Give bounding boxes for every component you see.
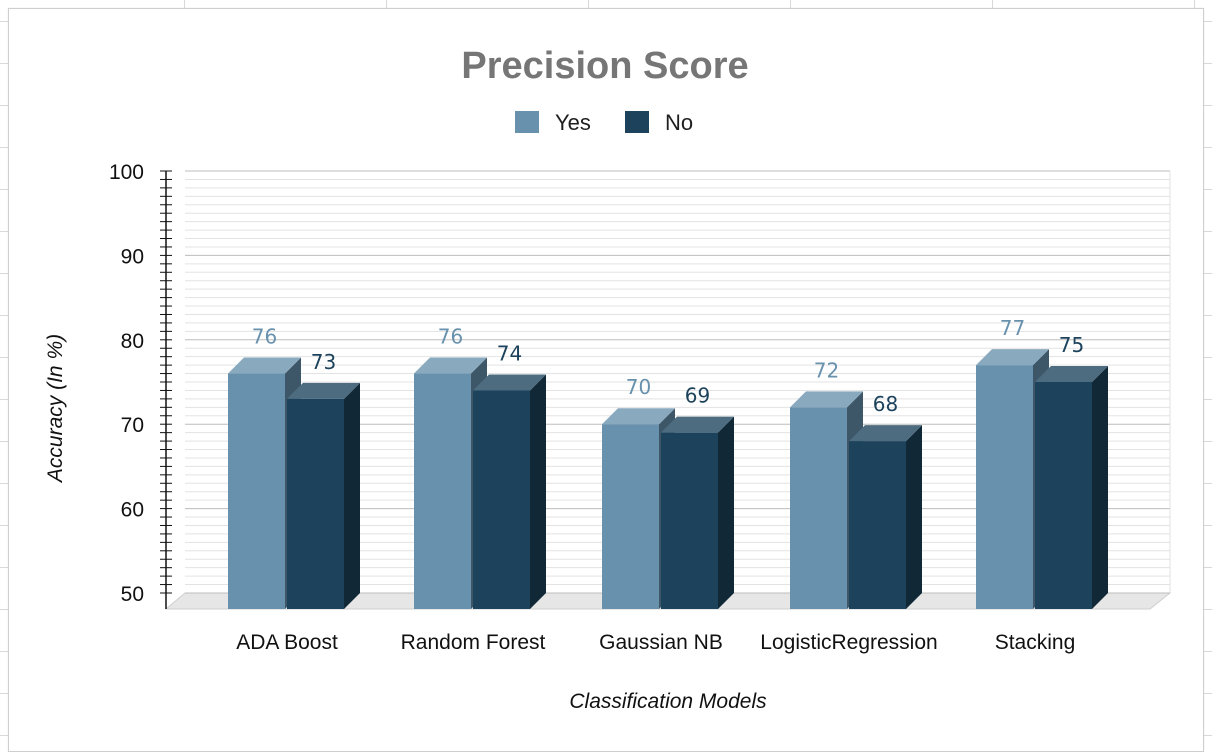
bar-side [1092, 366, 1108, 609]
y-tick-label: 50 [121, 583, 144, 606]
chart-title: Precision Score [461, 45, 748, 87]
bar-top [473, 374, 546, 391]
bar-top [790, 391, 863, 408]
bar-side [718, 416, 734, 609]
data-label-yes: 76 [252, 325, 277, 349]
bar-front [287, 398, 344, 609]
bar-no-2[interactable] [661, 416, 734, 609]
x-category-label: ADA Boost [236, 631, 338, 654]
y-axis-title: Accuracy (In %) [44, 334, 67, 484]
bar-front [473, 390, 530, 609]
y-tick-label: 60 [121, 499, 144, 522]
bar-top [661, 416, 734, 433]
legend-label-yes: Yes [555, 110, 591, 135]
x-axis-title: Classification Models [569, 690, 767, 713]
y-tick-label: 90 [121, 245, 144, 268]
bar-top [976, 349, 1049, 366]
y-tick-label: 80 [121, 330, 144, 353]
bar-front [1035, 382, 1092, 609]
bar-no-4[interactable] [1035, 366, 1108, 609]
x-category-label: Stacking [995, 631, 1076, 654]
data-label-yes: 76 [438, 325, 463, 349]
x-category-label: Gaussian NB [599, 631, 723, 654]
bar-side [344, 382, 360, 609]
data-label-no: 73 [311, 350, 336, 374]
bar-top [602, 408, 675, 425]
bar-no-1[interactable] [473, 374, 546, 609]
data-label-no: 68 [873, 392, 898, 416]
bar-side [530, 374, 546, 609]
data-label-yes: 77 [1000, 316, 1025, 340]
bar-side [906, 425, 922, 609]
data-label-no: 74 [497, 341, 522, 365]
x-category-label: LogisticRegression [760, 631, 937, 654]
y-axis: 50 60 70 80 90 100 [109, 161, 172, 609]
bar-front [790, 407, 847, 609]
data-label-no: 69 [685, 384, 710, 408]
legend-swatch-yes [515, 111, 539, 133]
legend: Yes No [515, 110, 693, 135]
bar-top [287, 382, 360, 399]
data-label-yes: 70 [626, 375, 651, 399]
bar-front [414, 373, 471, 609]
bar-front [228, 373, 285, 609]
data-label-no: 75 [1059, 333, 1084, 357]
bar-no-0[interactable] [287, 382, 360, 609]
data-label-yes: 72 [814, 358, 839, 382]
bar-front [849, 441, 906, 609]
bars [228, 349, 1108, 609]
bar-top [849, 425, 922, 442]
bar-no-3[interactable] [849, 425, 922, 609]
x-category-label: Random Forest [401, 631, 546, 654]
y-tick-label: 70 [121, 414, 144, 437]
bar-top [228, 357, 301, 374]
bar-front [661, 432, 718, 609]
y-tick-label: 100 [109, 161, 144, 184]
legend-swatch-no [625, 111, 649, 133]
bar-front [602, 424, 659, 609]
bar-front [976, 365, 1033, 609]
bar-top [414, 357, 487, 374]
legend-label-no: No [665, 110, 693, 135]
data-labels: 76 73 ADA Boost 76 74 Random Forest 70 69 Gaussi… [236, 316, 1084, 654]
bar-top [1035, 366, 1108, 382]
